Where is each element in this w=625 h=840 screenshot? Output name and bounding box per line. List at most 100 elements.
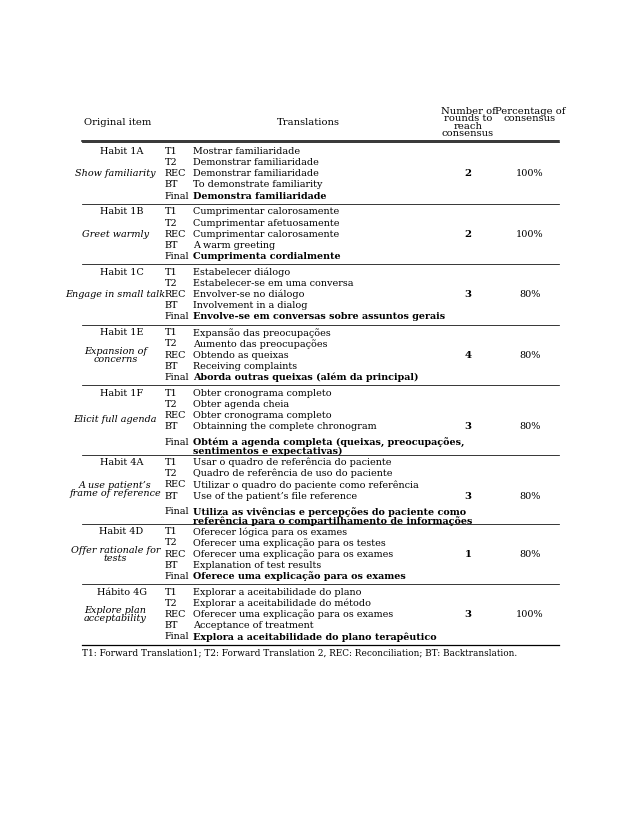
Text: Cumprimentar calorosamente: Cumprimentar calorosamente bbox=[193, 207, 339, 217]
Text: A use patient’s: A use patient’s bbox=[79, 480, 152, 490]
Text: Obtainning the complete chronogram: Obtainning the complete chronogram bbox=[193, 423, 376, 431]
Text: 100%: 100% bbox=[516, 610, 544, 619]
Text: REC: REC bbox=[165, 480, 186, 490]
Text: T1: T1 bbox=[165, 528, 177, 536]
Text: Final: Final bbox=[165, 373, 189, 382]
Text: Expansão das preocupações: Expansão das preocupações bbox=[193, 328, 331, 338]
Text: Habit 1A: Habit 1A bbox=[100, 147, 143, 156]
Text: Habit 4D: Habit 4D bbox=[99, 528, 144, 536]
Text: REC: REC bbox=[165, 411, 186, 420]
Text: Elicit full agenda: Elicit full agenda bbox=[74, 416, 157, 424]
Text: Explorar a aceitabilidade do plano: Explorar a aceitabilidade do plano bbox=[193, 588, 361, 596]
Text: T1: T1 bbox=[165, 458, 177, 467]
Text: T1: T1 bbox=[165, 328, 177, 338]
Text: 2: 2 bbox=[464, 229, 471, 239]
Text: Demonstra familiaridade: Demonstra familiaridade bbox=[193, 192, 326, 201]
Text: 80%: 80% bbox=[519, 290, 541, 299]
Text: Explanation of test results: Explanation of test results bbox=[193, 561, 321, 570]
Text: Offer rationale for: Offer rationale for bbox=[71, 546, 160, 554]
Text: Estabelecer diálogo: Estabelecer diálogo bbox=[193, 268, 290, 277]
Text: Obter cronograma completo: Obter cronograma completo bbox=[193, 389, 331, 397]
Text: Oferecer lógica para os exames: Oferecer lógica para os exames bbox=[193, 527, 347, 537]
Text: T2: T2 bbox=[165, 339, 177, 349]
Text: Final: Final bbox=[165, 572, 189, 581]
Text: Usar o quadro de referência do paciente: Usar o quadro de referência do paciente bbox=[193, 458, 391, 467]
Text: Estabelecer-se em uma conversa: Estabelecer-se em uma conversa bbox=[193, 279, 353, 288]
Text: Oferecer uma explicação para os exames: Oferecer uma explicação para os exames bbox=[193, 549, 393, 559]
Text: Use of the patient’s file reference: Use of the patient’s file reference bbox=[193, 491, 357, 501]
Text: concerns: concerns bbox=[93, 354, 138, 364]
Text: T2: T2 bbox=[165, 400, 177, 409]
Text: Habit 1C: Habit 1C bbox=[99, 268, 144, 277]
Text: REC: REC bbox=[165, 290, 186, 299]
Text: Oferece uma explicação para os exames: Oferece uma explicação para os exames bbox=[193, 571, 406, 581]
Text: 3: 3 bbox=[464, 610, 471, 619]
Text: 80%: 80% bbox=[519, 491, 541, 501]
Text: Cumprimenta cordialmente: Cumprimenta cordialmente bbox=[193, 252, 341, 261]
Text: Final: Final bbox=[165, 252, 189, 261]
Text: Number of: Number of bbox=[441, 107, 496, 116]
Text: Oferecer uma explicação para os exames: Oferecer uma explicação para os exames bbox=[193, 610, 393, 619]
Text: Cumprimentar calorosamente: Cumprimentar calorosamente bbox=[193, 229, 339, 239]
Text: Obtém a agenda completa (queixas, preocupações,: Obtém a agenda completa (queixas, preocu… bbox=[193, 438, 464, 448]
Text: Hábito 4G: Hábito 4G bbox=[96, 588, 146, 596]
Text: T1: T1 bbox=[165, 207, 177, 217]
Text: Final: Final bbox=[165, 192, 189, 201]
Text: Show familiarity: Show familiarity bbox=[75, 169, 156, 178]
Text: BT: BT bbox=[165, 561, 178, 570]
Text: 3: 3 bbox=[464, 491, 471, 501]
Text: Envolve-se em conversas sobre assuntos gerais: Envolve-se em conversas sobre assuntos g… bbox=[193, 312, 445, 322]
Text: Acceptance of treatment: Acceptance of treatment bbox=[193, 622, 314, 630]
Text: Obter agenda cheia: Obter agenda cheia bbox=[193, 400, 289, 409]
Text: Utiliza as vivências e percepções do paciente como: Utiliza as vivências e percepções do pac… bbox=[193, 507, 466, 517]
Text: consensus: consensus bbox=[504, 114, 556, 123]
Text: Translations: Translations bbox=[278, 118, 340, 127]
Text: T2: T2 bbox=[165, 158, 177, 167]
Text: frame of reference: frame of reference bbox=[69, 489, 161, 498]
Text: 2: 2 bbox=[464, 169, 471, 178]
Text: Percentage of: Percentage of bbox=[495, 107, 565, 116]
Text: T2: T2 bbox=[165, 599, 177, 608]
Text: BT: BT bbox=[165, 491, 178, 501]
Text: 100%: 100% bbox=[516, 229, 544, 239]
Text: Demonstrar familiaridade: Demonstrar familiaridade bbox=[193, 158, 319, 167]
Text: REC: REC bbox=[165, 350, 186, 360]
Text: BT: BT bbox=[165, 181, 178, 190]
Text: Explorar a aceitabilidade do método: Explorar a aceitabilidade do método bbox=[193, 599, 371, 608]
Text: Habit 1E: Habit 1E bbox=[100, 328, 143, 338]
Text: T2: T2 bbox=[165, 279, 177, 288]
Text: Aborda outras queixas (além da principal): Aborda outras queixas (além da principal… bbox=[193, 373, 418, 382]
Text: Final: Final bbox=[165, 312, 189, 322]
Text: 100%: 100% bbox=[516, 169, 544, 178]
Text: Aumento das preocupações: Aumento das preocupações bbox=[193, 339, 328, 349]
Text: Expansion of: Expansion of bbox=[84, 347, 147, 355]
Text: BT: BT bbox=[165, 622, 178, 630]
Text: 80%: 80% bbox=[519, 423, 541, 431]
Text: Cumprimentar afetuosamente: Cumprimentar afetuosamente bbox=[193, 218, 339, 228]
Text: REC: REC bbox=[165, 549, 186, 559]
Text: To demonstrate familiarity: To demonstrate familiarity bbox=[193, 181, 322, 190]
Text: Greet warmly: Greet warmly bbox=[82, 229, 149, 239]
Text: 3: 3 bbox=[464, 290, 471, 299]
Text: Mostrar familiaridade: Mostrar familiaridade bbox=[193, 147, 300, 156]
Text: BT: BT bbox=[165, 302, 178, 310]
Text: 3: 3 bbox=[464, 423, 471, 431]
Text: REC: REC bbox=[165, 610, 186, 619]
Text: Receiving complaints: Receiving complaints bbox=[193, 362, 297, 370]
Text: 80%: 80% bbox=[519, 350, 541, 360]
Text: BT: BT bbox=[165, 241, 178, 249]
Text: T2: T2 bbox=[165, 218, 177, 228]
Text: reach: reach bbox=[454, 122, 482, 130]
Text: T2: T2 bbox=[165, 470, 177, 478]
Text: Final: Final bbox=[165, 633, 189, 642]
Text: rounds to: rounds to bbox=[444, 114, 492, 123]
Text: T1: T1 bbox=[165, 588, 177, 596]
Text: BT: BT bbox=[165, 362, 178, 370]
Text: REC: REC bbox=[165, 229, 186, 239]
Text: T1: T1 bbox=[165, 268, 177, 277]
Text: 80%: 80% bbox=[519, 549, 541, 559]
Text: Quadro de referência de uso do paciente: Quadro de referência de uso do paciente bbox=[193, 469, 392, 479]
Text: Original item: Original item bbox=[84, 118, 152, 127]
Text: Engage in small talk: Engage in small talk bbox=[65, 290, 166, 299]
Text: BT: BT bbox=[165, 423, 178, 431]
